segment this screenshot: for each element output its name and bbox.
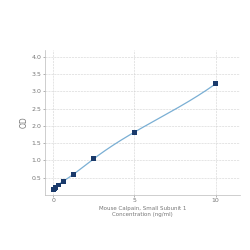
Point (51, 188, 55, 192)
Point (214, 82, 218, 86)
Point (92, 157, 96, 161)
Point (54, 186, 58, 190)
Y-axis label: OD: OD (20, 116, 29, 128)
Point (56, 183, 60, 187)
Point (61, 179, 65, 183)
Point (52, 187, 56, 191)
X-axis label: Mouse Calpain, Small Subunit 1
Concentration (ng/ml): Mouse Calpain, Small Subunit 1 Concentra… (99, 206, 186, 217)
Point (132, 130, 136, 134)
Point (72, 172, 76, 176)
